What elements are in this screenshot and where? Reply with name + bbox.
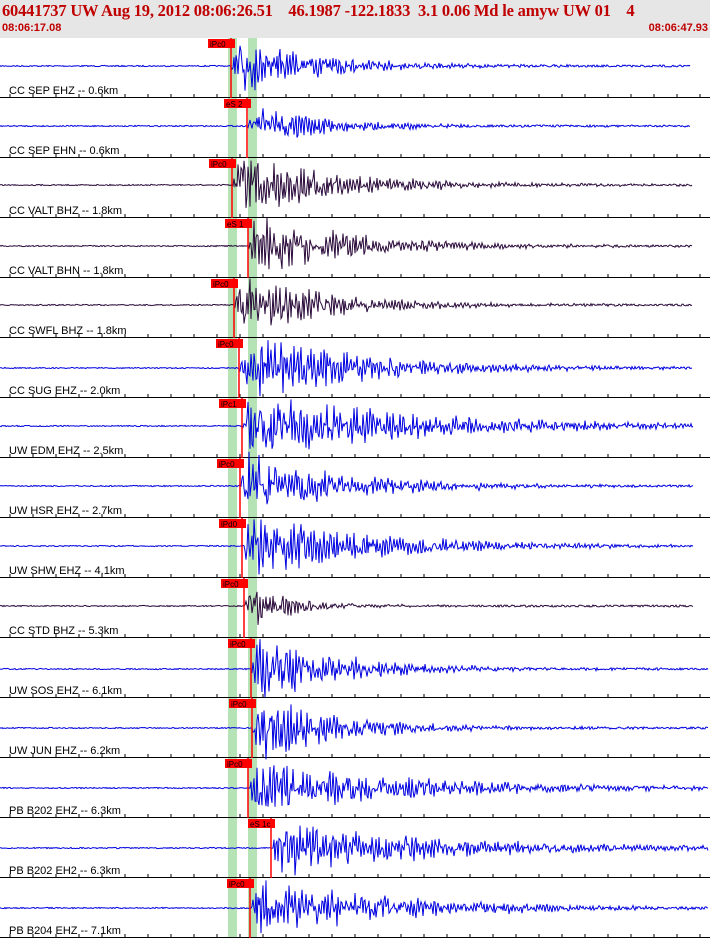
phase-pick-box	[219, 399, 246, 408]
phase-pick-box	[224, 99, 251, 108]
seismogram-trace	[0, 825, 709, 876]
station-label: PB B202 EH2 -- 6.3km	[9, 865, 120, 877]
station-label: CC STD BHZ -- 5.3km	[9, 625, 118, 637]
phase-pick-label: iPc0	[218, 340, 234, 349]
seismogram-trace	[0, 765, 709, 807]
phase-window-band	[228, 38, 237, 938]
phase-pick-label: eS 2	[226, 100, 243, 109]
station-label: UW HSR EHZ -- 2.7km	[9, 505, 122, 517]
station-label: CC SEP EHN -- 0.6km	[9, 145, 119, 157]
phase-pick-label: iPc0	[219, 460, 235, 469]
phase-pick-label: iPc0	[231, 700, 247, 709]
plot-header: 60441737 UW Aug 19, 2012 08:06:26.51 46.…	[0, 0, 710, 38]
phase-pick-label: iPc0	[210, 40, 226, 49]
end-time: 08:06:47.93	[648, 22, 708, 34]
phase-pick-label: iPc0	[229, 880, 245, 889]
seismogram-trace	[0, 519, 694, 575]
station-label: CC SEP EHZ -- 0.6km	[9, 85, 118, 97]
phase-pick-label: iPc1	[221, 400, 237, 409]
phase-pick-label: iPc0	[213, 280, 229, 289]
station-label: CC VALT BHN -- 1.8km	[9, 265, 123, 277]
phase-pick-box	[248, 819, 275, 828]
phase-pick-box	[228, 639, 255, 648]
station-label: UW SOS EHZ -- 6.1km	[9, 685, 122, 697]
seismogram-trace	[0, 45, 691, 91]
seismogram-trace	[0, 704, 709, 760]
phase-pick-box	[216, 339, 243, 348]
phase-pick-box	[217, 459, 244, 468]
seismogram-trace	[0, 591, 694, 625]
seismogram-trace	[0, 451, 694, 505]
phase-pick-box	[209, 159, 236, 168]
station-label: PB B202 EHZ -- 6.3km	[9, 805, 121, 817]
phase-pick-box	[221, 579, 248, 588]
phase-window-band	[248, 38, 257, 938]
seismogram-plot: iPc0 CC SEP EHZ -- 0.6km eS 2 CC SEP EHN --…	[0, 38, 710, 938]
phase-pick-box	[219, 519, 246, 528]
event-title: 60441737 UW Aug 19, 2012 08:06:26.51 46.…	[2, 1, 635, 20]
phase-pick-label: iPc0	[230, 640, 246, 649]
phase-pick-box	[225, 759, 252, 768]
station-label: UW EDM EHZ -- 2.5km	[9, 445, 123, 457]
seismogram-trace	[0, 108, 691, 138]
start-time: 08:06:17.08	[2, 22, 62, 34]
seismogram-trace	[0, 340, 693, 397]
phase-pick-box	[211, 279, 238, 288]
phase-pick-label: iPc0	[227, 760, 243, 769]
phase-pick-label: eS 1	[227, 220, 244, 229]
phase-pick-label: eS 1c	[250, 820, 270, 829]
seismogram-trace	[0, 278, 693, 326]
seismogram-trace	[0, 217, 693, 270]
seismogram-trace	[0, 160, 693, 208]
seismogram-trace	[0, 399, 694, 450]
station-label: UW JUN EHZ -- 6.2km	[9, 745, 120, 757]
phase-pick-box	[208, 39, 235, 48]
phase-pick-box	[225, 219, 252, 228]
phase-pick-label: iPd0	[221, 520, 238, 529]
station-label: CC SUG EHZ -- 2.0km	[9, 385, 120, 397]
phase-pick-box	[229, 699, 256, 708]
station-label: CC SWFL BHZ -- 1.8km	[9, 325, 127, 337]
station-label: PB B204 EHZ -- 7.1km	[9, 925, 121, 937]
phase-pick-label: iPc0	[223, 580, 239, 589]
phase-pick-box	[227, 879, 254, 888]
seismogram-trace	[0, 639, 709, 698]
phase-pick-label: iPc0	[211, 160, 227, 169]
station-label: UW SHW EHZ -- 4.1km	[9, 565, 125, 577]
station-label: CC VALT BHZ -- 1.8km	[9, 205, 122, 217]
seismogram-trace	[0, 880, 709, 934]
